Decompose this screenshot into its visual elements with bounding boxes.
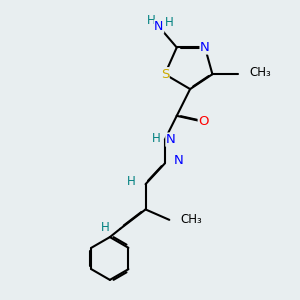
Text: S: S xyxy=(161,68,169,81)
Text: N: N xyxy=(174,154,184,167)
Text: H: H xyxy=(147,14,156,27)
Text: O: O xyxy=(198,115,209,128)
Text: N: N xyxy=(166,133,176,146)
Text: N: N xyxy=(200,41,210,54)
Text: CH₃: CH₃ xyxy=(181,213,202,226)
Text: H: H xyxy=(127,175,136,188)
Text: N: N xyxy=(154,20,164,33)
Text: H: H xyxy=(101,221,110,234)
Text: H: H xyxy=(152,132,161,145)
Text: H: H xyxy=(165,16,174,29)
Text: CH₃: CH₃ xyxy=(249,66,271,79)
